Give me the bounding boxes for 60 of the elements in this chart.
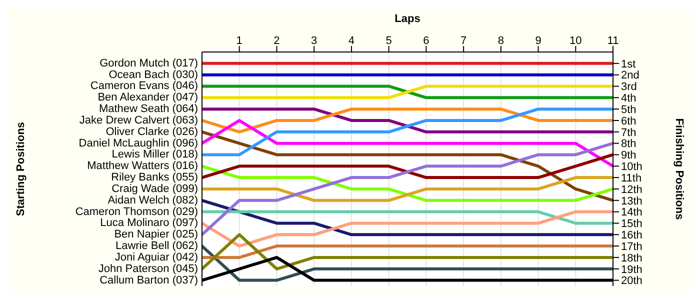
y-tick-label: 9th (621, 150, 636, 162)
y-tick-label: 10th (621, 161, 642, 174)
x-tick-label: 2 (274, 35, 280, 47)
series-label: Ocean Bach (030) (108, 68, 198, 81)
series-label: Daniel McLaughlin (096) (78, 137, 198, 150)
x-tick-label: 7 (460, 35, 467, 47)
line-series (202, 130, 613, 202)
x-tick-label: 8 (498, 35, 504, 47)
y-tick-label: 16th (621, 230, 642, 242)
series-label: Cameron Evans (046) (90, 80, 198, 92)
series-label: Mathew Seath (064) (98, 103, 198, 116)
series-label: Gordon Mutch (017) (100, 57, 198, 70)
x-tick-label: 9 (535, 35, 542, 47)
series-label: Ben Napier (025) (114, 228, 198, 241)
y-tick-label: 15th (621, 218, 642, 230)
y-tick-label: 12th (621, 184, 642, 196)
y-tick-label: 13th (621, 195, 642, 208)
series-label: Matthew Watters (016) (87, 160, 198, 172)
line-series (202, 164, 613, 202)
series-label: John Paterson (045) (98, 262, 198, 275)
x-axis-title: Laps (394, 12, 420, 25)
series-label: Lewis Miller (018) (112, 148, 198, 161)
x-tick-label: 5 (386, 35, 392, 47)
x-tick-label: 6 (423, 35, 430, 47)
series-label: Lawrie Bell (062) (115, 240, 198, 252)
series-label: Aidan Welch (082) (108, 194, 198, 206)
x-tick-label: 10 (570, 35, 582, 47)
y-tick-label: 14th (621, 206, 642, 219)
series-label: Callum Barton (037) (100, 274, 198, 286)
y-tick-label: 18th (621, 252, 642, 264)
y-tick-label: 19th (621, 264, 642, 276)
y-tick-label: 5th (621, 104, 636, 116)
x-tick-label: 11 (607, 35, 619, 47)
y-axis-title: Finishing Positions (673, 118, 686, 220)
series-label: Cameron Thomson (029) (75, 206, 198, 218)
series-label: Craig Wade (099) (112, 182, 198, 195)
x-tick-label: 1 (236, 35, 242, 47)
line-series (202, 142, 613, 236)
line-series (202, 210, 613, 248)
line-series (202, 108, 613, 156)
series-label: Jake Drew Calvert (063) (79, 114, 198, 126)
y-tick-label: 1st (621, 58, 636, 70)
y-tick-label: 3rd (621, 81, 637, 94)
line-series (202, 198, 613, 236)
y-tick-label: 20th (621, 275, 642, 288)
x-tick-label: 4 (348, 35, 355, 47)
y-tick-label: 11th (621, 172, 642, 184)
y-tick-label: 8th (621, 138, 636, 150)
series-label: Ben Alexander (047) (98, 92, 198, 104)
y-tick-label: 2nd (621, 70, 640, 82)
series-label: Luca Molinaro (097) (100, 217, 198, 230)
y-tick-label: 4th (621, 92, 636, 105)
series-label: Oliver Clarke (026) (106, 126, 198, 138)
y-tick-label: 6th (621, 115, 636, 128)
y-tick-label: 7th (621, 126, 636, 139)
text: Starting Positions (14, 122, 27, 216)
x-tick-label: 3 (311, 35, 318, 47)
series-label: Joni Aguiar (042) (114, 251, 198, 264)
series-label: Riley Banks (055) (111, 172, 198, 184)
y-tick-label: 17th (621, 240, 642, 253)
